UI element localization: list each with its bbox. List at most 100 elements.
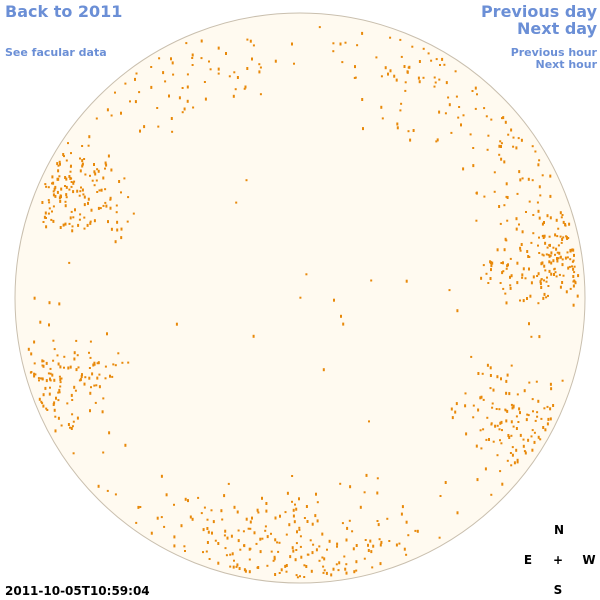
facula bbox=[483, 107, 486, 110]
facula bbox=[396, 126, 399, 130]
facula bbox=[560, 241, 563, 244]
facula bbox=[370, 279, 373, 282]
facula bbox=[191, 53, 194, 57]
facula bbox=[372, 544, 375, 548]
facula bbox=[516, 461, 519, 464]
facula bbox=[217, 46, 220, 50]
facula bbox=[547, 285, 550, 287]
facula bbox=[500, 420, 503, 424]
facula bbox=[139, 129, 141, 133]
facula bbox=[173, 535, 176, 539]
facula bbox=[224, 529, 227, 533]
facula bbox=[572, 259, 575, 262]
facula bbox=[65, 159, 68, 162]
facula bbox=[556, 235, 559, 238]
facula bbox=[519, 433, 522, 437]
facula bbox=[489, 374, 492, 377]
facula bbox=[498, 205, 501, 208]
facula bbox=[97, 361, 100, 365]
facula bbox=[556, 259, 559, 263]
facula bbox=[280, 568, 283, 572]
facula bbox=[562, 274, 565, 277]
facula bbox=[455, 95, 458, 98]
facula bbox=[482, 264, 485, 267]
facula bbox=[438, 110, 441, 114]
facula bbox=[41, 377, 44, 381]
facula bbox=[92, 363, 95, 367]
facula bbox=[448, 289, 451, 292]
next-day-link[interactable]: Next day bbox=[517, 19, 598, 38]
facula bbox=[548, 254, 551, 258]
facula bbox=[355, 569, 358, 572]
facula bbox=[422, 76, 425, 79]
facula bbox=[64, 222, 67, 226]
facula bbox=[69, 170, 72, 173]
facula bbox=[445, 81, 448, 85]
facula bbox=[100, 188, 103, 192]
facula bbox=[52, 205, 55, 208]
facula bbox=[456, 309, 459, 313]
facula bbox=[338, 561, 341, 565]
facula bbox=[47, 186, 50, 189]
facula bbox=[45, 407, 48, 410]
facula bbox=[64, 204, 67, 208]
facula bbox=[515, 146, 518, 150]
facula bbox=[273, 557, 276, 561]
facula bbox=[71, 413, 74, 416]
facula bbox=[27, 347, 30, 351]
facula bbox=[353, 570, 356, 574]
facula bbox=[510, 434, 513, 437]
facula bbox=[173, 503, 175, 506]
facula bbox=[34, 373, 37, 376]
facula bbox=[344, 567, 347, 571]
facula bbox=[505, 379, 508, 383]
facula bbox=[555, 275, 558, 278]
facula bbox=[554, 253, 556, 256]
facula bbox=[549, 216, 552, 220]
facula bbox=[107, 220, 109, 224]
back-link[interactable]: Back to 2011 bbox=[5, 2, 122, 21]
facula bbox=[538, 335, 541, 339]
facula bbox=[224, 547, 227, 550]
facula bbox=[110, 227, 113, 231]
facula bbox=[229, 565, 232, 568]
previous-hour-link[interactable]: Previous hour bbox=[511, 46, 598, 59]
facula bbox=[124, 82, 127, 85]
facula bbox=[60, 187, 63, 191]
facula bbox=[91, 372, 94, 376]
facula bbox=[226, 536, 229, 540]
facula bbox=[93, 163, 95, 166]
facula bbox=[109, 196, 112, 200]
facula bbox=[48, 392, 51, 396]
facula bbox=[321, 532, 324, 536]
facula bbox=[485, 272, 488, 275]
facula bbox=[303, 576, 306, 578]
previous-day-link[interactable]: Previous day bbox=[481, 2, 598, 21]
facula bbox=[543, 264, 546, 268]
facula bbox=[71, 399, 74, 401]
facula bbox=[235, 201, 238, 204]
facula bbox=[490, 261, 492, 265]
facula bbox=[498, 153, 501, 156]
facula bbox=[78, 194, 81, 197]
facula bbox=[99, 207, 102, 210]
facula bbox=[80, 375, 83, 379]
facula bbox=[73, 351, 76, 355]
facula bbox=[363, 557, 366, 560]
facular-link[interactable]: See facular data bbox=[5, 46, 107, 59]
next-hour-link[interactable]: Next hour bbox=[536, 58, 598, 71]
facula bbox=[552, 246, 555, 249]
facula bbox=[544, 241, 547, 245]
facula bbox=[72, 216, 75, 219]
facula bbox=[408, 65, 411, 69]
facula bbox=[486, 363, 489, 367]
facula bbox=[157, 125, 160, 128]
facula bbox=[412, 129, 415, 132]
facula bbox=[323, 569, 326, 572]
facula bbox=[47, 199, 50, 202]
facula bbox=[368, 420, 370, 423]
facula bbox=[464, 392, 467, 395]
facula bbox=[248, 558, 251, 561]
facula bbox=[403, 65, 406, 68]
facula bbox=[526, 297, 528, 300]
